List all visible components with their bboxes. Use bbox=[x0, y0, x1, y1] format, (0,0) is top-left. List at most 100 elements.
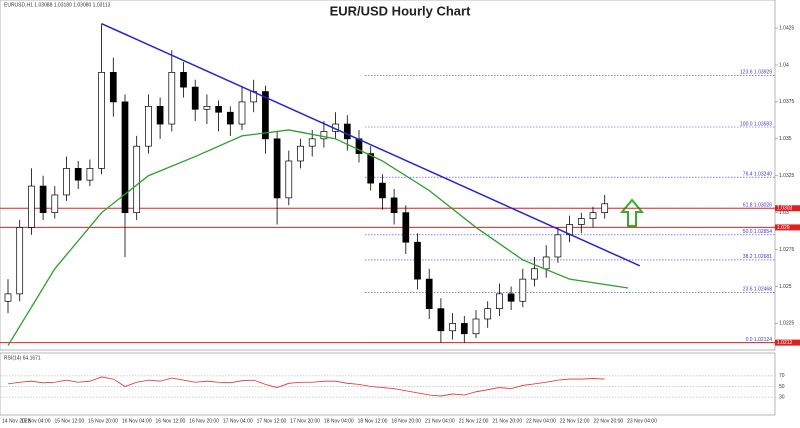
x-tick-label: 18 Nov 20:00 bbox=[391, 418, 421, 424]
candle-body bbox=[226, 111, 234, 125]
fib-label: 123.6 1.03929 bbox=[740, 70, 772, 76]
candle-body bbox=[133, 145, 141, 214]
level-tag bbox=[775, 205, 800, 212]
candle-body bbox=[542, 256, 550, 270]
x-tick-label: 17 Nov 04:00 bbox=[223, 418, 253, 424]
candle-body bbox=[472, 318, 480, 335]
rsi-tick-label: 70 bbox=[779, 373, 785, 379]
rsi-line bbox=[7, 376, 605, 397]
candle-body bbox=[86, 168, 94, 181]
candle-body bbox=[343, 123, 351, 140]
fib-label: 23.6 1.02468 bbox=[743, 287, 772, 293]
level-tag bbox=[775, 224, 800, 231]
y-tick-label: 1.04 bbox=[779, 62, 789, 68]
x-tick-label: 18 Nov 04:00 bbox=[324, 418, 354, 424]
candle-body bbox=[145, 105, 152, 147]
candle-body bbox=[414, 241, 421, 280]
up-arrow bbox=[619, 198, 645, 227]
candle-body bbox=[98, 72, 105, 169]
candle-body bbox=[51, 194, 59, 214]
x-tick-label: 14 Nov 2022 bbox=[2, 418, 31, 424]
rsi-panel bbox=[0, 352, 776, 416]
candle-body bbox=[379, 182, 386, 199]
x-tick-label: 15 Nov 12:00 bbox=[54, 418, 84, 424]
candle-body bbox=[496, 293, 503, 309]
candle-body bbox=[28, 185, 35, 228]
candle-body bbox=[191, 86, 199, 110]
rsi-tick-label: 50 bbox=[779, 384, 785, 390]
candle-body bbox=[390, 197, 398, 214]
main-panel bbox=[0, 0, 776, 351]
candle-body bbox=[156, 105, 164, 125]
x-tick-label: 22 Nov 12:00 bbox=[560, 418, 590, 424]
y-tick-label: 1.0425 bbox=[779, 25, 795, 31]
candle-body bbox=[4, 293, 12, 302]
candle-body bbox=[531, 268, 538, 280]
x-tick-label: 21 Nov 12:00 bbox=[459, 418, 489, 424]
y-tick-label: 1.025 bbox=[779, 284, 792, 290]
fib-label: 76.4 1.03240 bbox=[743, 172, 772, 178]
fib-label: 50.0 1.02854 bbox=[743, 229, 772, 235]
level-label: 1.029 bbox=[777, 225, 790, 231]
candle-body bbox=[285, 160, 293, 199]
fib-label: 38.2 1.02681 bbox=[743, 254, 772, 260]
x-tick-label: 22 Nov 04:00 bbox=[526, 418, 556, 424]
fib-label: 61.8 1.03026 bbox=[743, 203, 772, 209]
candle-body bbox=[449, 323, 456, 332]
y-tick-label: 1.03 bbox=[779, 210, 789, 216]
x-tick-label: 15 Nov 20:00 bbox=[88, 418, 118, 424]
x-tick-label: 22 Nov 20:00 bbox=[593, 418, 623, 424]
candle-body bbox=[507, 293, 515, 302]
chart-title: EUR/USD Hourly Chart bbox=[330, 3, 472, 18]
candle-body bbox=[367, 153, 375, 184]
fib-label: 0.0 1.02124 bbox=[746, 337, 773, 343]
x-tick-label: 18 Nov 12:00 bbox=[358, 418, 388, 424]
candle-body bbox=[425, 278, 433, 309]
candle-body bbox=[402, 212, 410, 243]
candle-body bbox=[308, 138, 316, 147]
candle-body bbox=[519, 278, 527, 302]
candle-body bbox=[589, 212, 597, 219]
y-tick-label: 1.0275 bbox=[779, 247, 795, 253]
rsi-tick-label: 30 bbox=[779, 394, 785, 400]
x-tick-label: 17 Nov 12:00 bbox=[257, 418, 287, 424]
candle-body bbox=[577, 218, 585, 225]
x-tick-label: 15 Nov 04:00 bbox=[21, 418, 51, 424]
candle-body bbox=[460, 323, 468, 335]
fib-label: 100.0 1.03583 bbox=[740, 121, 772, 127]
candle-body bbox=[16, 227, 24, 295]
candle-body bbox=[168, 72, 176, 125]
x-tick-label: 16 Nov 12:00 bbox=[156, 418, 186, 424]
level-label: 1.0303 bbox=[777, 206, 793, 212]
candle-body bbox=[180, 72, 187, 88]
candle-body bbox=[238, 101, 246, 125]
candle-body bbox=[484, 308, 492, 320]
candle-body bbox=[601, 203, 609, 214]
candle-body bbox=[39, 185, 47, 214]
candle-body bbox=[437, 308, 445, 332]
candle-body bbox=[320, 131, 328, 140]
candle-body bbox=[109, 72, 117, 103]
y-tick-label: 1.0325 bbox=[779, 173, 795, 179]
moving-average bbox=[7, 129, 629, 346]
candle-body bbox=[203, 105, 211, 110]
candle-body bbox=[554, 234, 562, 258]
y-tick-label: 1.0375 bbox=[779, 99, 795, 105]
y-tick-label: 1.035 bbox=[779, 136, 792, 142]
candle-body bbox=[262, 91, 269, 140]
candle-body bbox=[215, 105, 222, 113]
x-tick-label: 23 Nov 04:00 bbox=[627, 418, 657, 424]
level-label: 1.0212 bbox=[777, 340, 793, 346]
candle-body bbox=[273, 138, 281, 199]
x-tick-label: 21 Nov 20:00 bbox=[492, 418, 522, 424]
candle-body bbox=[121, 101, 129, 214]
candle-body bbox=[297, 145, 304, 162]
x-tick-label: 17 Nov 20:00 bbox=[290, 418, 320, 424]
header: EURUSD,H1 1.03088 1.03180 1.03080 1.0311… bbox=[4, 2, 111, 8]
candle-body bbox=[74, 168, 82, 181]
x-tick-label: 21 Nov 04:00 bbox=[425, 418, 455, 424]
x-tick-label: 16 Nov 20:00 bbox=[189, 418, 219, 424]
candle-body bbox=[63, 168, 70, 196]
level-tag bbox=[775, 339, 800, 346]
